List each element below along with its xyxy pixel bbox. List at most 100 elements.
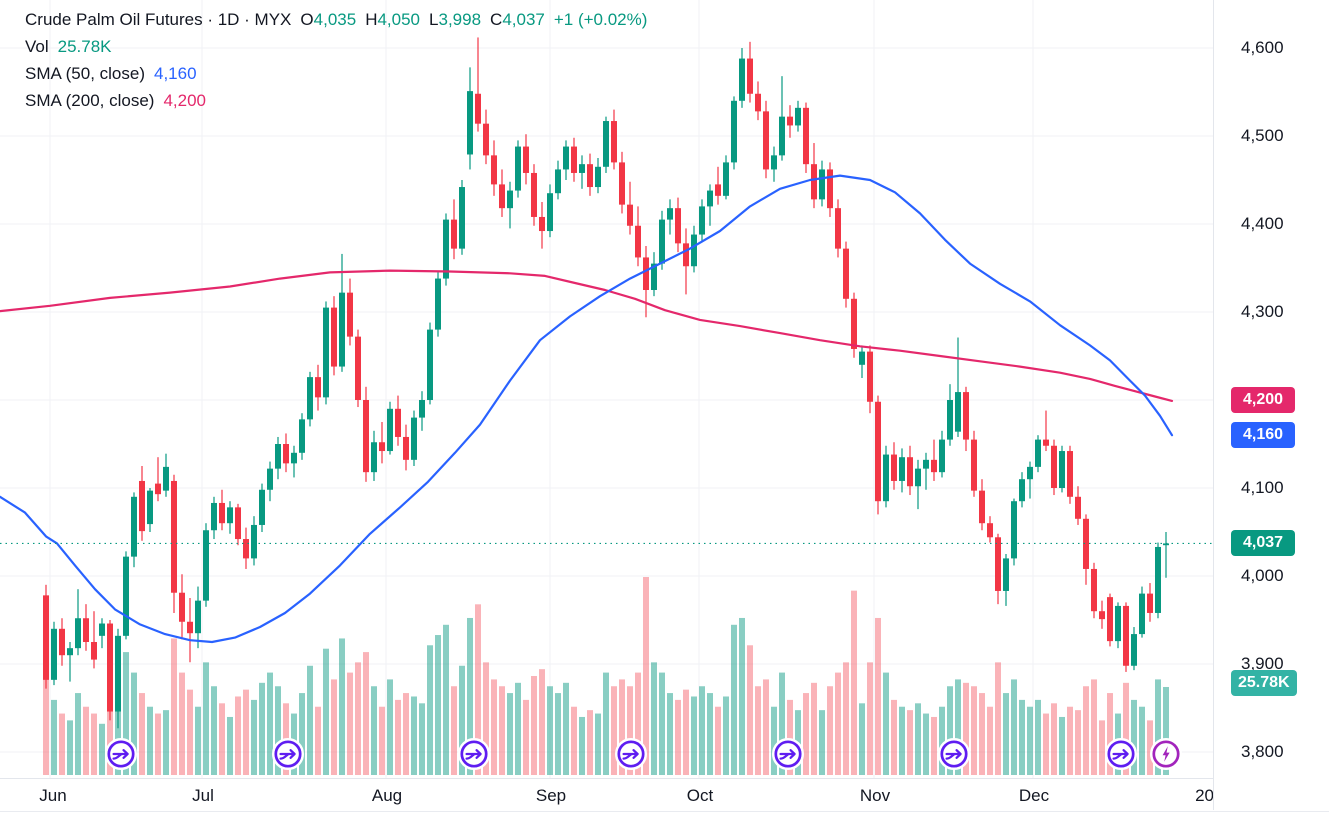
candle-body [155, 483, 161, 495]
candle-body [427, 329, 433, 400]
realtime-lightning-icon[interactable] [1150, 738, 1182, 770]
candle-body [659, 219, 665, 264]
volume-bar [411, 696, 417, 775]
sma200-label: SMA (200, close) [25, 91, 155, 110]
price-tick-label: 4,600 [1241, 38, 1284, 57]
ohlc-close: C4,037 [490, 10, 545, 29]
volume-bar [899, 706, 905, 775]
candle-body [611, 121, 617, 163]
candle-body [843, 248, 849, 299]
volume-bar [1035, 699, 1041, 775]
candle-body [971, 439, 977, 491]
volume-bar [891, 699, 897, 775]
candle-body [811, 164, 817, 200]
volume-bar [59, 713, 65, 775]
volume-bar [827, 686, 833, 775]
volume-bar [331, 679, 337, 775]
candle-body [1083, 518, 1089, 569]
volume-bar [323, 648, 329, 775]
contract-rollover-icon[interactable] [458, 738, 490, 770]
candle-body [1035, 439, 1041, 467]
candle-body [395, 408, 401, 437]
contract-rollover-icon[interactable] [615, 738, 647, 770]
candle-body [171, 480, 177, 593]
legend-volume-row[interactable]: Vol 25.78K [25, 33, 656, 60]
candle-body [587, 164, 593, 188]
volume-bar [539, 669, 545, 775]
volume-bar [203, 662, 209, 775]
time-axis-label: Oct [686, 786, 714, 805]
contract-rollover-icon[interactable] [938, 738, 970, 770]
volume-bar [107, 686, 113, 775]
candle-body [779, 116, 785, 156]
candle-body [411, 417, 417, 460]
candle-body [595, 166, 601, 188]
volume-bar [1003, 693, 1009, 775]
price-tick-label: 4,400 [1241, 214, 1284, 233]
volume-bar [1043, 713, 1049, 775]
contract-rollover-icon[interactable] [1105, 738, 1137, 770]
legend-sma200-row[interactable]: SMA (200, close) 4,200 [25, 87, 656, 114]
volume-bar [123, 652, 129, 775]
volume-bar [1139, 706, 1145, 775]
volume-bar [643, 577, 649, 775]
candle-body [891, 454, 897, 481]
candle-body [563, 146, 569, 170]
candle-body [403, 436, 409, 460]
candle-body [67, 648, 73, 656]
price-tick-label: 4,100 [1241, 478, 1284, 497]
candle-body [243, 539, 249, 559]
volume-bar [371, 686, 377, 775]
candle-body [1003, 558, 1009, 591]
price-tick-label: 3,800 [1241, 742, 1284, 761]
candle-body [235, 507, 241, 540]
volume-bar [443, 624, 449, 775]
volume-bar [195, 706, 201, 775]
volume-bar [363, 652, 369, 775]
candle-body [91, 642, 97, 660]
time-axis[interactable]: JunJulAugSepOctNovDec2026 [0, 778, 1329, 812]
volume-bar [675, 699, 681, 775]
candle-body [387, 408, 393, 452]
volume-bar [83, 706, 89, 775]
candle-body [859, 351, 865, 365]
legend-symbol-row[interactable]: Crude Palm Oil Futures · 1D · MYX O4,035… [25, 6, 656, 33]
candle-body [219, 502, 225, 524]
candle-body [99, 623, 105, 636]
candle-body [603, 121, 609, 167]
time-axis-label: Nov [859, 786, 891, 805]
legend-sma50-row[interactable]: SMA (50, close) 4,160 [25, 60, 656, 87]
volume-bar [451, 686, 457, 775]
chart-legend: Crude Palm Oil Futures · 1D · MYX O4,035… [25, 6, 656, 114]
price-axis[interactable]: 4,600 4,500 4,400 4,300 4,200 4,100 4,000 3,900… [1213, 0, 1329, 810]
volume-bar [1051, 703, 1057, 775]
volume-bar [691, 696, 697, 775]
candle-body [75, 618, 81, 649]
candle-body [1163, 543, 1169, 546]
volume-bar [1163, 686, 1169, 775]
contract-rollover-icon[interactable] [772, 738, 804, 770]
candles [43, 37, 1169, 729]
volume-bar [547, 686, 553, 775]
candle-body [875, 401, 881, 502]
contract-rollover-icon[interactable] [105, 738, 137, 770]
gridlines [0, 0, 1213, 778]
candle-body [1027, 466, 1033, 480]
contract-rollover-icon[interactable] [272, 738, 304, 770]
candle-body [1131, 634, 1137, 666]
volume-bar [739, 617, 745, 775]
volume-bar [51, 699, 57, 775]
candle-body [707, 190, 713, 207]
candle-body [635, 225, 641, 258]
candle-body [123, 556, 129, 636]
candle-body [955, 392, 961, 432]
volume-bar [211, 686, 217, 775]
sma200-line [0, 269, 1174, 402]
candle-body [547, 193, 553, 232]
price-tick-label: 4,500 [1241, 126, 1284, 145]
volume-bar [67, 720, 73, 775]
volume-bar [339, 638, 345, 775]
candle-body [483, 123, 489, 156]
